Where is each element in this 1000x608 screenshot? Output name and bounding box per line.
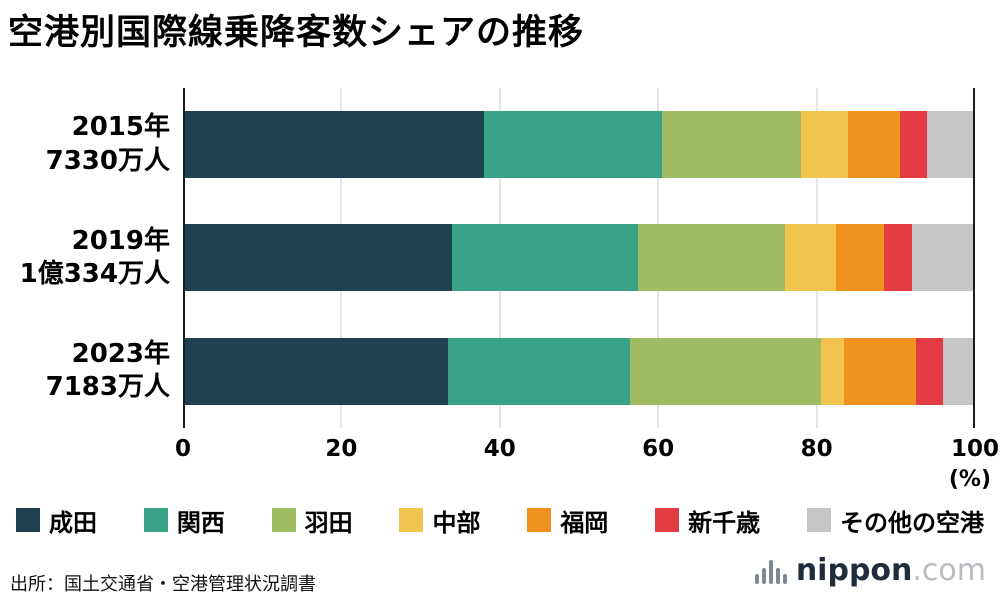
logo-bar [768, 560, 773, 584]
bar-segment-羽田 [630, 337, 821, 405]
legend-swatch-中部 [399, 508, 424, 532]
bar-segment-成田 [183, 111, 484, 179]
legend-swatch-新千歳 [655, 508, 680, 532]
bar-segment-新千歳 [883, 224, 912, 292]
legend-item-羽田: 羽田 [271, 503, 353, 538]
x-tick-0: 0 [174, 436, 192, 462]
x-tick-80: 80 [800, 436, 833, 462]
axis-line-0 [183, 88, 185, 428]
legend-item-その他の空港: その他の空港 [806, 503, 984, 538]
stacked-bar-2015年 [183, 111, 975, 179]
stacked-bar-2023年 [183, 337, 975, 405]
stacked-bar-2019年 [183, 224, 975, 292]
logo-bar [761, 568, 766, 584]
source-note: 出所：国土交通省・空港管理状況調書 [10, 574, 316, 595]
axis-line-100 [973, 88, 975, 428]
legend-label: その他の空港 [839, 508, 984, 537]
legend-label: 福岡 [560, 508, 609, 537]
legend-swatch-その他の空港 [806, 508, 831, 532]
bar-segment-その他の空港 [943, 337, 975, 405]
category-label-2023年: 2023年 7183万人 [45, 339, 170, 403]
legend-item-中部: 中部 [399, 503, 480, 538]
bar-segment-新千歳 [899, 111, 928, 179]
legend-item-新千歳: 新千歳 [655, 503, 760, 538]
chart-title: 空港別国際線乗降客数シェアの推移 [8, 13, 585, 53]
bar-segment-中部 [784, 224, 837, 292]
plot-area [183, 88, 975, 428]
bar-row-2015年 [183, 88, 975, 201]
logo-bar [754, 574, 759, 584]
nippon-logo: nippon.com [754, 556, 986, 586]
bar-segment-福岡 [836, 224, 884, 292]
legend-label: 関西 [176, 508, 225, 537]
legend-swatch-成田 [16, 508, 40, 532]
bar-segment-中部 [800, 111, 849, 179]
legend-label: 中部 [432, 508, 481, 537]
logo-bar [782, 574, 787, 584]
x-tick-40: 40 [483, 436, 516, 462]
bar-segment-関西 [483, 111, 663, 179]
legend: 成田 関西 羽田 中部 福岡 新千歳 その他の空港 [16, 500, 984, 540]
category-labels: 2015年 7330万人 2019年 1億334万人 2023年 7183万人 [0, 88, 170, 428]
logo-bar [775, 568, 780, 584]
bar-segment-福岡 [844, 337, 916, 405]
x-axis: (%) 0 20 40 60 80 100 [175, 436, 999, 498]
legend-label: 成田 [49, 508, 97, 537]
bar-segment-羽田 [662, 111, 801, 179]
legend-item-関西: 関西 [143, 503, 225, 538]
logo-nippon: nippon [795, 553, 913, 588]
x-axis-unit: (%) [948, 467, 991, 492]
legend-swatch-羽田 [271, 508, 296, 532]
bar-segment-羽田 [638, 224, 785, 292]
bar-segment-新千歳 [915, 337, 944, 405]
bar-segment-中部 [820, 337, 845, 405]
bar-row-2019年 [183, 201, 975, 314]
bar-segment-成田 [183, 337, 449, 405]
category-label-2019年: 2019年 1億334万人 [19, 225, 170, 289]
logo-com-suffix: .com [912, 553, 986, 588]
legend-label: 羽田 [304, 508, 353, 537]
bar-segment-その他の空港 [927, 111, 975, 179]
bar-segment-その他の空港 [911, 224, 975, 292]
x-tick-60: 60 [642, 436, 675, 462]
legend-swatch-関西 [143, 508, 168, 532]
bar-rows [183, 88, 975, 428]
logo-text: nippon.com [796, 556, 986, 586]
bar-segment-関西 [452, 224, 639, 292]
category-label-2015年: 2015年 7330万人 [45, 112, 170, 176]
signal-bars-icon [754, 558, 787, 584]
x-tick-100: 100 [950, 436, 1000, 462]
bar-segment-関西 [448, 337, 631, 405]
legend-label: 新千歳 [688, 508, 761, 537]
legend-item-福岡: 福岡 [527, 503, 608, 538]
bar-segment-成田 [183, 224, 453, 292]
x-tick-20: 20 [325, 436, 358, 462]
bar-segment-福岡 [848, 111, 900, 179]
bar-row-2023年 [183, 315, 975, 428]
legend-item-成田: 成田 [16, 503, 97, 538]
legend-swatch-福岡 [527, 508, 552, 532]
